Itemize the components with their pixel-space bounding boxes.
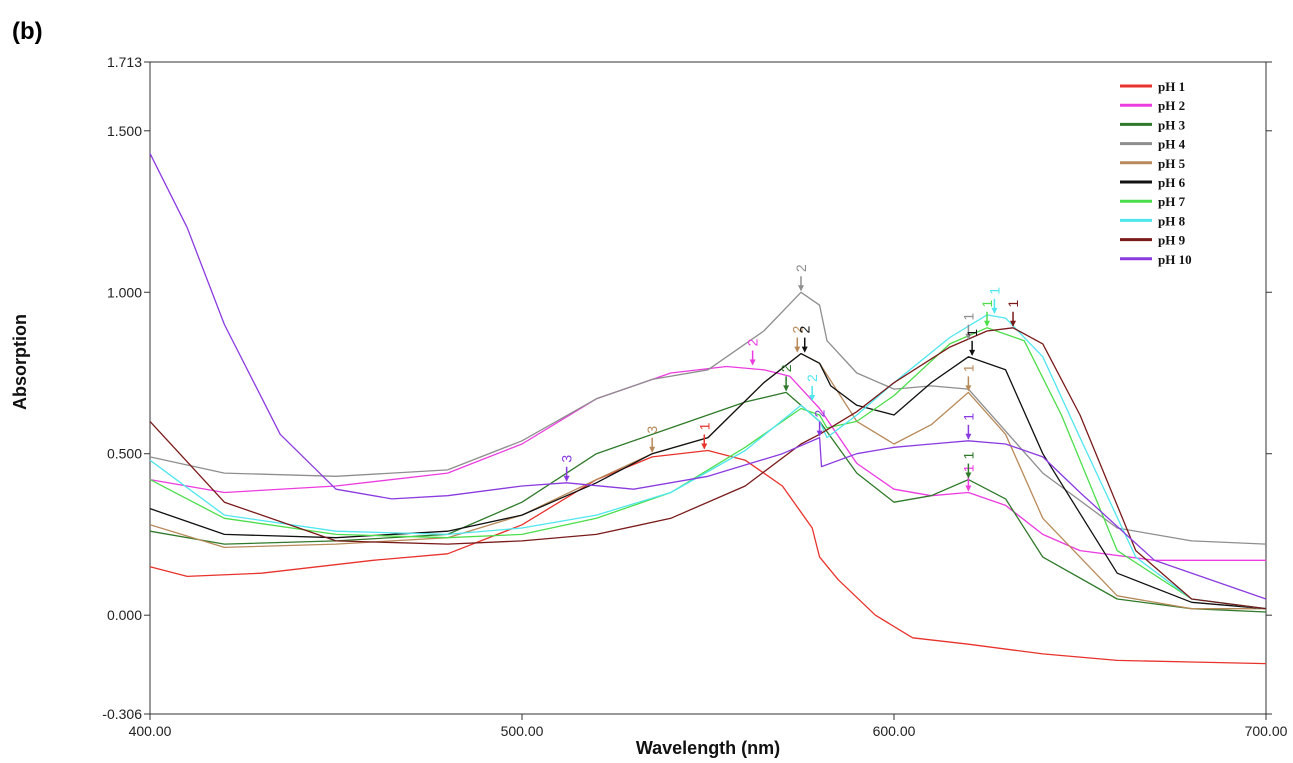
y-axis-ticks: 1.713 1.500 1.000 0.500 0.000 -0.306: [102, 54, 1272, 722]
peak-label: 2: [745, 338, 761, 346]
legend-label-ph-2: pH 2: [1158, 98, 1185, 113]
peak-arrow-head: [563, 475, 570, 482]
peak-label: 2: [797, 326, 813, 334]
peak-markers: 1212121321211211321: [559, 264, 1021, 492]
peak-arrow-head: [965, 472, 972, 479]
peak-arrow-head: [965, 385, 972, 392]
peak-arrow-head: [984, 320, 990, 327]
peak-label: 1: [1005, 300, 1021, 308]
y-tick-label: 1.500: [107, 123, 142, 139]
series-line-ph-10: [149, 153, 1267, 600]
peak-arrow-head: [801, 346, 808, 353]
series-line-ph-2: [149, 365, 1266, 561]
peak-arrow-head: [965, 333, 972, 340]
series-lines: [149, 153, 1267, 665]
x-tick-label: 500.00: [501, 723, 544, 739]
peak-arrow-head: [794, 346, 801, 353]
peak-label: 1: [964, 329, 980, 337]
y-tick-label: 0.000: [107, 607, 142, 623]
peak-label: 2: [804, 374, 820, 382]
series-line-ph-4: [149, 291, 1267, 545]
legend-label-ph-9: pH 9: [1158, 233, 1186, 248]
x-axis-title: Wavelength (nm): [636, 738, 780, 758]
series-line-ph-9: [149, 327, 1267, 610]
legend-label-ph-3: pH 3: [1158, 117, 1186, 132]
y-tick-label: 0.500: [107, 446, 142, 462]
legend-label-ph-4: pH 4: [1158, 137, 1186, 152]
peak-label: 2: [793, 264, 809, 272]
x-axis-ticks: 400.00 500.00 600.00 700.00: [129, 714, 1288, 739]
peak-label: 1: [979, 300, 995, 308]
peak-label: 1: [960, 413, 976, 421]
peak-arrow-head: [1010, 320, 1017, 327]
peak-arrow-head: [749, 359, 756, 366]
legend-label-ph-10: pH 10: [1158, 252, 1192, 267]
series-line-ph-5: [149, 352, 1266, 610]
series-line-ph-8: [149, 314, 1267, 610]
x-tick-label: 600.00: [873, 723, 916, 739]
legend-label-ph-8: pH 8: [1158, 213, 1186, 228]
peak-label: 1: [696, 422, 712, 430]
peak-arrow-head: [991, 307, 998, 314]
legend-label-ph-5: pH 5: [1158, 156, 1186, 171]
peak-label: 3: [644, 426, 660, 434]
panel-label: (b): [12, 18, 43, 45]
x-tick-label: 700.00: [1245, 723, 1288, 739]
peak-label: 1: [960, 313, 976, 321]
legend-label-ph-6: pH 6: [1158, 175, 1186, 190]
peak-label: 2: [789, 326, 805, 334]
peak-label: 3: [559, 455, 575, 463]
peak-arrow-head: [816, 430, 823, 437]
y-tick-label: 1.000: [107, 284, 142, 300]
peak-label: 2: [778, 364, 794, 372]
peak-arrow-head: [969, 349, 976, 356]
peak-arrow-head: [809, 395, 816, 402]
peak-arrow-head: [649, 446, 656, 453]
series-line-ph-6: [149, 352, 1267, 610]
peak-arrow-head: [798, 285, 804, 292]
peak-label: 2: [812, 409, 828, 417]
peak-arrow-head: [965, 485, 972, 492]
y-tick-label: 1.713: [107, 54, 142, 70]
peak-arrow-head: [783, 385, 790, 392]
legend-label-ph-7: pH 7: [1158, 194, 1186, 209]
peak-label: 1: [960, 364, 976, 372]
legend: pH 1 pH 2 pH 3 pH 4 pH 5 pH 6 pH 7 pH 8 pH 9 pH 1…: [1120, 79, 1192, 267]
y-tick-label: -0.306: [102, 706, 142, 722]
series-line-ph-7: [149, 327, 1267, 610]
peak-arrow-head: [965, 433, 972, 440]
series-line-ph-1: [149, 449, 1267, 665]
peak-label: 1: [960, 451, 976, 459]
peak-arrow-head: [701, 443, 708, 450]
y-axis-title: Absorption: [10, 314, 30, 410]
legend-label-ph-1: pH 1: [1158, 79, 1185, 94]
peak-label: 1: [986, 287, 1002, 295]
x-tick-label: 400.00: [129, 723, 172, 739]
plot-frame: [149, 61, 1267, 715]
